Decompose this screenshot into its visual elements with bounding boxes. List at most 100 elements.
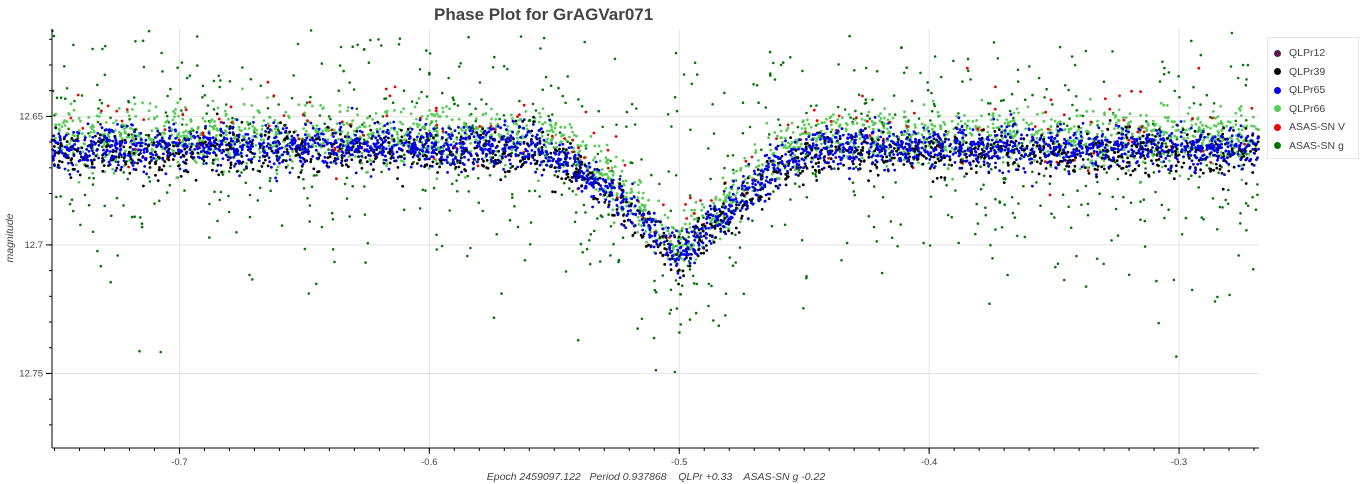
data-point: [732, 171, 736, 175]
data-point: [836, 118, 840, 121]
data-point: [710, 199, 713, 202]
data-point: [765, 121, 769, 125]
data-point: [604, 156, 608, 160]
data-point: [288, 154, 292, 158]
data-point: [1098, 192, 1101, 195]
data-point: [996, 57, 1000, 60]
data-point: [1101, 122, 1105, 126]
data-point: [789, 198, 792, 201]
data-point: [1083, 166, 1087, 170]
data-point: [712, 240, 716, 244]
data-point: [258, 170, 262, 173]
data-point: [740, 214, 744, 218]
data-point: [773, 78, 777, 81]
data-point: [248, 215, 252, 219]
data-point: [695, 217, 698, 221]
data-point: [768, 50, 772, 54]
data-point: [834, 145, 838, 149]
data-point: [296, 133, 300, 137]
data-point: [368, 114, 372, 118]
data-point: [463, 121, 466, 125]
data-point: [767, 136, 770, 140]
data-point: [692, 212, 696, 215]
data-point: [304, 104, 307, 107]
data-point: [682, 274, 685, 278]
data-point: [1110, 239, 1113, 242]
data-point: [1133, 168, 1137, 171]
data-point: [1026, 105, 1030, 109]
data-point: [575, 164, 578, 167]
data-point: [426, 114, 430, 118]
data-point: [577, 146, 580, 150]
data-point: [356, 43, 360, 47]
data-point: [863, 102, 867, 105]
data-point: [1124, 116, 1128, 119]
data-point: [1228, 120, 1232, 124]
data-point: [995, 138, 999, 142]
data-point: [1151, 133, 1154, 137]
data-point: [367, 61, 371, 64]
data-point: [156, 179, 160, 183]
data-point: [553, 126, 557, 130]
data-point: [1058, 45, 1062, 49]
data-point: [1033, 125, 1037, 128]
data-point: [1173, 89, 1177, 93]
data-point: [1244, 202, 1248, 205]
data-point: [625, 110, 629, 114]
data-point: [1108, 107, 1112, 111]
data-point: [198, 138, 202, 142]
data-point: [1172, 177, 1176, 181]
data-point: [987, 112, 991, 116]
data-point: [1122, 118, 1126, 122]
data-point: [1196, 130, 1200, 134]
data-point: [1095, 132, 1099, 136]
data-point: [611, 173, 615, 177]
data-point: [1246, 63, 1250, 67]
data-point: [62, 121, 65, 124]
data-point: [851, 181, 855, 184]
data-point: [1103, 97, 1107, 101]
data-point: [677, 282, 680, 286]
data-point: [997, 126, 1001, 129]
data-point: [539, 47, 542, 50]
data-point: [466, 254, 469, 258]
data-point: [673, 95, 677, 99]
data-point: [1142, 130, 1146, 134]
data-point: [1191, 117, 1194, 120]
data-point: [1227, 188, 1230, 192]
data-point: [226, 148, 230, 151]
data-point: [457, 165, 461, 169]
data-point: [674, 174, 678, 177]
data-point: [687, 235, 690, 239]
data-point: [116, 254, 119, 257]
data-point: [1160, 165, 1164, 169]
data-point: [1245, 78, 1248, 81]
data-point: [805, 196, 809, 199]
data-point: [1139, 113, 1142, 117]
data-point: [855, 121, 859, 125]
data-point: [920, 122, 924, 126]
data-point: [212, 127, 216, 131]
data-point: [362, 125, 366, 128]
data-point: [661, 253, 665, 257]
data-point: [640, 158, 643, 161]
data-point: [54, 112, 58, 116]
data-point: [1215, 228, 1219, 231]
data-point: [974, 146, 977, 150]
data-point: [782, 146, 786, 149]
data-points: [50, 29, 1260, 374]
data-point: [913, 152, 917, 155]
data-point: [989, 243, 992, 247]
data-point: [665, 239, 669, 243]
data-point: [867, 214, 871, 218]
data-point: [434, 159, 438, 162]
data-point: [544, 156, 548, 160]
data-point: [662, 203, 665, 207]
data-point: [59, 96, 63, 99]
data-point: [1171, 125, 1175, 129]
data-point: [738, 246, 742, 249]
data-point: [1174, 129, 1178, 132]
data-point: [1022, 118, 1025, 121]
data-point: [1121, 129, 1124, 133]
data-point: [687, 260, 691, 263]
